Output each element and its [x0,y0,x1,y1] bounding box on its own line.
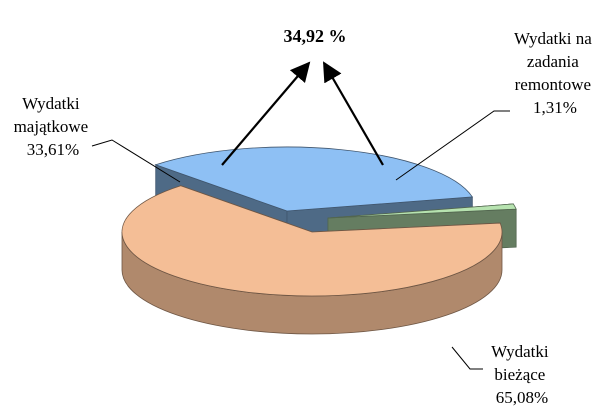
leader-line-majatkowe [91,139,181,183]
callout-total-percentage: 34,92 % [284,26,347,46]
callout-arrow-left [221,61,311,166]
leader-line-biezace [451,346,483,370]
slice-label-remontowe: Wydatki na zadania remontowe 1,31% [514,29,596,117]
slice-label-biezace: Wydatki bieżące 65,08% [491,342,553,407]
slice-label-majatkowe: Wydatki majątkowe 33,61% [14,94,93,159]
pie-slices [121,146,517,335]
slice-biezace [121,185,503,335]
callout-arrow-right [323,61,384,166]
leader-line-remontowe [395,110,510,181]
